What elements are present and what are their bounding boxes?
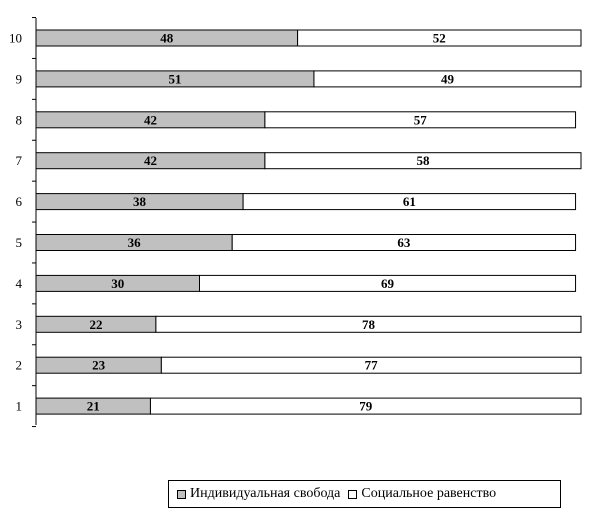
data-label: 79 bbox=[359, 399, 373, 414]
data-label: 21 bbox=[87, 399, 100, 414]
data-label: 49 bbox=[441, 71, 455, 86]
data-label: 69 bbox=[381, 276, 395, 291]
legend-label-social-equality: Социальное равенство bbox=[361, 486, 497, 501]
legend-item-social-equality: Социальное равенство bbox=[348, 486, 496, 502]
y-axis-ticks bbox=[32, 17, 36, 428]
legend-swatch-white bbox=[348, 489, 358, 499]
category-label: 1 bbox=[16, 399, 23, 414]
category-label: 8 bbox=[16, 112, 23, 127]
bar-segment bbox=[155, 315, 582, 333]
bar-segment bbox=[160, 356, 582, 374]
data-label: 51 bbox=[168, 71, 181, 86]
legend-label-individual-freedom: Индивидуальная свобода bbox=[190, 486, 341, 501]
bar-segment bbox=[149, 397, 582, 415]
data-label: 23 bbox=[92, 358, 106, 373]
data-label: 22 bbox=[89, 317, 102, 332]
data-label: 42 bbox=[144, 112, 157, 127]
category-label: 5 bbox=[16, 235, 23, 250]
data-label: 58 bbox=[416, 153, 430, 168]
category-label: 7 bbox=[16, 153, 23, 168]
bar-segment bbox=[199, 274, 577, 292]
legend: Индивидуальная свобода Социальное равенс… bbox=[168, 480, 561, 508]
data-label: 77 bbox=[365, 358, 379, 373]
bar-segment bbox=[297, 29, 582, 47]
bar-segment bbox=[264, 111, 577, 129]
category-label: 9 bbox=[16, 71, 23, 86]
category-label: 10 bbox=[9, 31, 22, 46]
bars-group bbox=[35, 29, 582, 415]
data-label: 52 bbox=[433, 31, 446, 46]
data-label: 48 bbox=[160, 31, 174, 46]
data-label: 63 bbox=[397, 235, 411, 250]
category-label: 2 bbox=[16, 358, 23, 373]
legend-item-individual-freedom: Индивидуальная свобода bbox=[177, 486, 340, 502]
data-label: 36 bbox=[128, 235, 142, 250]
category-label: 3 bbox=[16, 317, 23, 332]
labels-group: 48 52 10 51 49 9 42 57 8 42 58 7 38 61 6 36 63 5 30 69 4 22 78… bbox=[9, 31, 454, 414]
bar-segment bbox=[231, 234, 577, 251]
data-label: 78 bbox=[362, 317, 376, 332]
legend-swatch-gray bbox=[177, 489, 186, 499]
category-label: 4 bbox=[16, 276, 23, 291]
bar-segment bbox=[242, 193, 577, 211]
stacked-bar-chart: 48 52 10 51 49 9 42 57 8 42 58 7 38 61 6 36 63 5 30 69 4 22 78… bbox=[9, 17, 582, 428]
bar-segment bbox=[264, 152, 582, 170]
bar-segment bbox=[313, 70, 582, 88]
data-label: 57 bbox=[414, 112, 428, 127]
data-label: 61 bbox=[403, 194, 416, 209]
category-label: 6 bbox=[16, 194, 23, 209]
data-label: 38 bbox=[133, 194, 147, 209]
data-label: 30 bbox=[111, 276, 124, 291]
data-label: 42 bbox=[144, 153, 157, 168]
